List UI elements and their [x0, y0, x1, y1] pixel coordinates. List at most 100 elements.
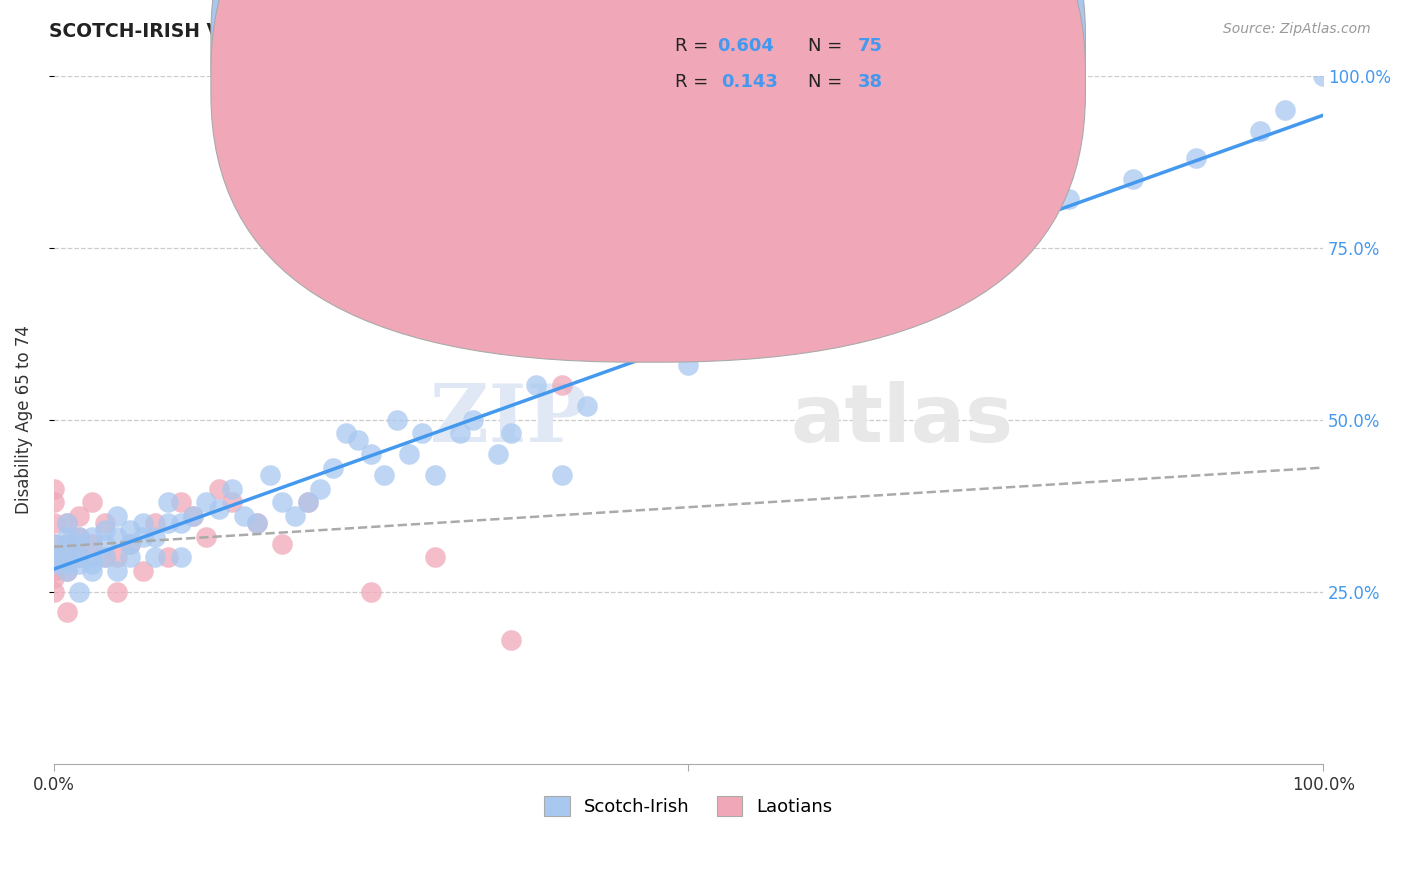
- Point: [575, 399, 598, 413]
- Point: [360, 447, 382, 461]
- Text: 0.143: 0.143: [721, 73, 778, 91]
- Point: [42, 558, 65, 572]
- Point: [67, 584, 90, 599]
- Point: [398, 447, 420, 461]
- Point: [42, 482, 65, 496]
- Point: [80, 564, 103, 578]
- Point: [423, 467, 446, 482]
- Point: [271, 536, 294, 550]
- Point: [93, 523, 115, 537]
- Point: [55, 536, 77, 550]
- Point: [118, 523, 141, 537]
- Point: [246, 516, 269, 530]
- Point: [157, 550, 180, 565]
- Text: 38: 38: [858, 73, 883, 91]
- Point: [208, 482, 231, 496]
- Point: [221, 495, 243, 509]
- Text: R =: R =: [675, 73, 720, 91]
- Point: [170, 495, 193, 509]
- Point: [145, 516, 167, 530]
- Text: ZIP: ZIP: [430, 381, 586, 458]
- Point: [259, 467, 281, 482]
- Point: [183, 509, 205, 524]
- Point: [42, 550, 65, 565]
- Point: [550, 467, 572, 482]
- Point: [131, 516, 153, 530]
- Point: [499, 426, 522, 441]
- Point: [42, 550, 65, 565]
- Point: [208, 502, 231, 516]
- Point: [80, 536, 103, 550]
- Point: [1122, 171, 1144, 186]
- Y-axis label: Disability Age 65 to 74: Disability Age 65 to 74: [15, 326, 32, 514]
- Text: N =: N =: [808, 73, 848, 91]
- Text: 0.604: 0.604: [717, 37, 773, 55]
- Point: [67, 550, 90, 565]
- Point: [67, 550, 90, 565]
- Point: [1185, 151, 1208, 165]
- Point: [297, 495, 319, 509]
- Text: atlas: atlas: [790, 381, 1014, 458]
- Point: [614, 343, 637, 358]
- Point: [157, 495, 180, 509]
- Point: [105, 550, 128, 565]
- Point: [42, 571, 65, 585]
- Point: [42, 564, 65, 578]
- Point: [55, 550, 77, 565]
- Point: [868, 241, 890, 255]
- Text: N =: N =: [808, 37, 848, 55]
- Point: [170, 516, 193, 530]
- Point: [524, 378, 547, 392]
- Point: [55, 516, 77, 530]
- Point: [804, 310, 827, 324]
- Text: R =: R =: [675, 37, 714, 55]
- Point: [93, 516, 115, 530]
- Point: [42, 536, 65, 550]
- Point: [373, 467, 395, 482]
- Point: [118, 536, 141, 550]
- Point: [741, 289, 763, 303]
- Point: [80, 558, 103, 572]
- Point: [55, 558, 77, 572]
- Point: [80, 530, 103, 544]
- Point: [1249, 123, 1271, 137]
- Point: [1312, 69, 1334, 83]
- Point: [449, 426, 471, 441]
- Point: [55, 606, 77, 620]
- Point: [347, 434, 370, 448]
- Point: [271, 495, 294, 509]
- Point: [640, 330, 662, 344]
- Point: [67, 536, 90, 550]
- Point: [461, 412, 484, 426]
- Point: [118, 536, 141, 550]
- Point: [678, 358, 700, 372]
- Point: [42, 536, 65, 550]
- Point: [93, 550, 115, 565]
- Point: [67, 558, 90, 572]
- Text: 75: 75: [858, 37, 883, 55]
- Point: [42, 495, 65, 509]
- Point: [499, 632, 522, 647]
- Point: [360, 584, 382, 599]
- Point: [42, 516, 65, 530]
- Point: [93, 536, 115, 550]
- Point: [170, 550, 193, 565]
- Point: [105, 584, 128, 599]
- Point: [42, 584, 65, 599]
- Point: [411, 426, 433, 441]
- Point: [297, 495, 319, 509]
- Point: [1274, 103, 1296, 117]
- Point: [131, 564, 153, 578]
- Point: [309, 482, 332, 496]
- Point: [246, 516, 269, 530]
- Point: [195, 530, 218, 544]
- Point: [55, 550, 77, 565]
- Point: [284, 509, 307, 524]
- Point: [55, 536, 77, 550]
- Point: [67, 530, 90, 544]
- Legend: Scotch-Irish, Laotians: Scotch-Irish, Laotians: [537, 789, 839, 823]
- Point: [550, 378, 572, 392]
- Point: [80, 550, 103, 565]
- Point: [55, 530, 77, 544]
- Point: [131, 530, 153, 544]
